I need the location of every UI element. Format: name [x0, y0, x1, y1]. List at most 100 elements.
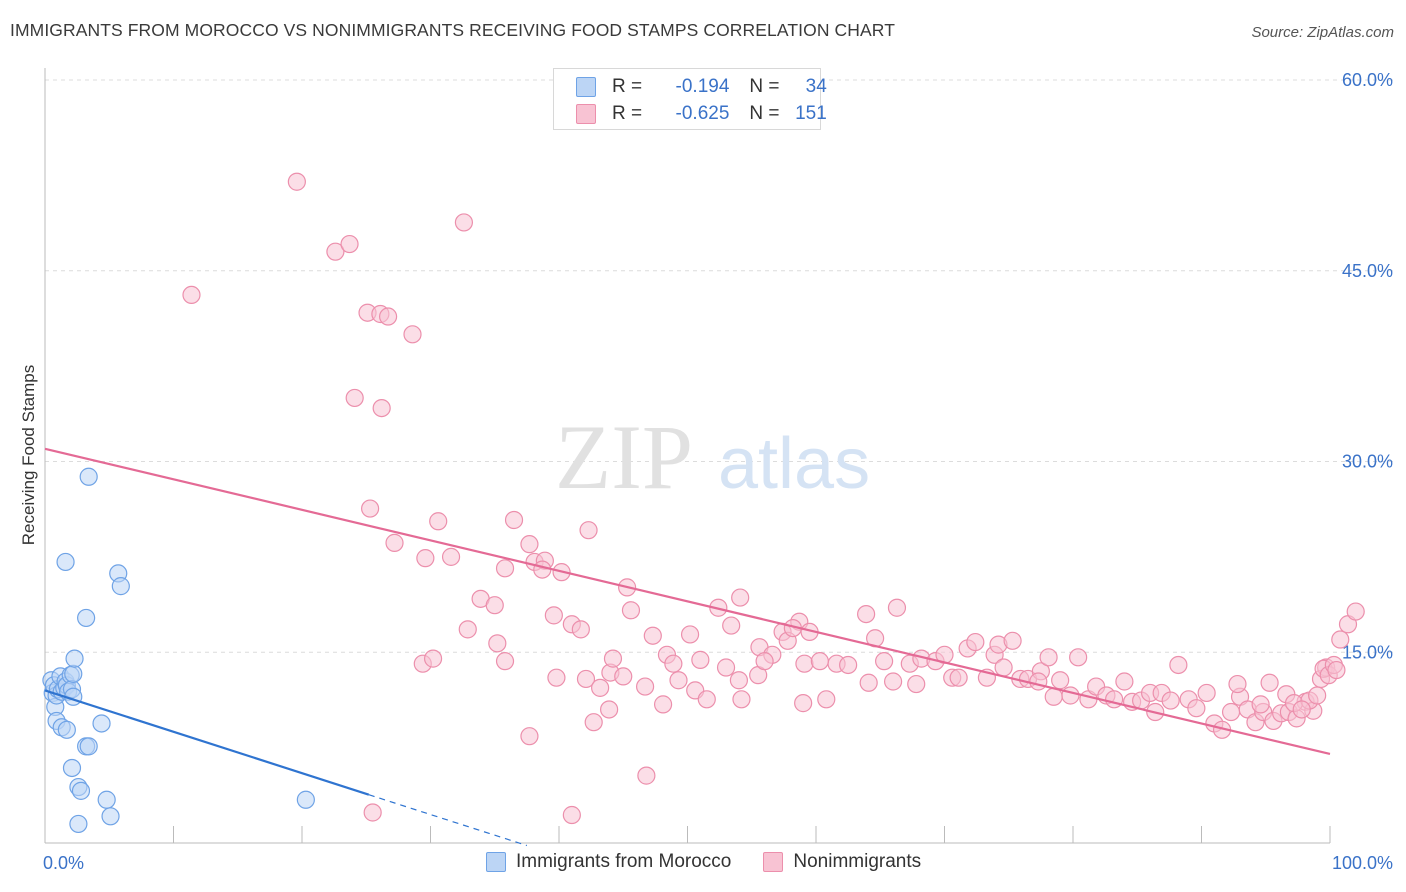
stats-row-nonimmigrants: R = -0.625 N = 151 — [576, 103, 827, 125]
point-nonimmigrants — [1051, 671, 1070, 690]
point-nonimmigrants — [1228, 674, 1247, 694]
point-nonimmigrants — [1308, 686, 1327, 705]
point-nonimmigrants — [571, 620, 590, 639]
stats-n-value: 34 — [805, 76, 827, 97]
point-immigrants-morocco — [56, 552, 75, 572]
point-nonimmigrants — [731, 588, 750, 607]
point-nonimmigrants — [533, 560, 552, 579]
point-nonimmigrants — [883, 672, 903, 691]
watermark: ZIP atlas — [555, 406, 870, 508]
point-nonimmigrants — [1029, 672, 1048, 691]
point-nonimmigrants — [340, 234, 359, 254]
point-nonimmigrants — [621, 601, 641, 620]
point-nonimmigrants — [637, 766, 656, 785]
point-nonimmigrants — [182, 285, 201, 305]
legend-item-nonimmigrants: Nonimmigrants — [763, 851, 921, 873]
y-tick-labels: 15.0% 30.0% 45.0% 60.0% — [1342, 70, 1393, 662]
point-nonimmigrants — [1292, 700, 1311, 719]
point-nonimmigrants — [1061, 686, 1080, 705]
point-nonimmigrants — [488, 634, 507, 653]
point-nonimmigrants — [591, 678, 610, 697]
point-immigrants-morocco — [101, 807, 120, 826]
point-nonimmigrants — [716, 658, 736, 677]
point-nonimmigrants — [345, 388, 364, 408]
stats-swatch-blue — [576, 77, 596, 97]
point-nonimmigrants — [839, 655, 858, 675]
point-nonimmigrants — [495, 559, 515, 578]
point-nonimmigrants — [363, 803, 382, 822]
point-nonimmigrants — [520, 535, 539, 554]
point-nonimmigrants — [562, 805, 581, 825]
chart-title: IMMIGRANTS FROM MOROCCO VS NONIMMIGRANTS… — [10, 20, 895, 40]
point-nonimmigrants — [579, 521, 598, 540]
point-nonimmigrants — [520, 727, 539, 746]
point-nonimmigrants — [1346, 602, 1365, 621]
point-nonimmigrants — [485, 596, 504, 615]
stats-r-label: R = — [612, 103, 643, 124]
point-nonimmigrants — [544, 606, 563, 625]
stats-n-label: N = — [749, 103, 780, 124]
point-nonimmigrants — [416, 549, 435, 568]
trend-line-morocco-extension — [368, 794, 528, 847]
point-nonimmigrants — [732, 690, 751, 709]
point-nonimmigrants — [385, 533, 404, 552]
source-label: Source: ZipAtlas.com — [1251, 24, 1394, 41]
point-nonimmigrants — [966, 632, 985, 652]
point-nonimmigrants — [857, 604, 876, 624]
stats-swatch-pink — [576, 104, 596, 124]
point-nonimmigrants — [458, 620, 477, 639]
axes — [44, 68, 1331, 844]
point-immigrants-morocco — [65, 649, 84, 668]
point-nonimmigrants — [697, 690, 716, 709]
point-nonimmigrants — [1169, 655, 1188, 675]
point-immigrants-morocco — [79, 467, 98, 486]
point-nonimmigrants — [949, 668, 968, 687]
point-nonimmigrants — [614, 667, 633, 686]
point-nonimmigrants — [994, 658, 1013, 677]
point-immigrants-morocco — [77, 608, 96, 628]
point-nonimmigrants — [887, 598, 907, 617]
point-nonimmigrants — [722, 616, 741, 635]
point-immigrants-morocco — [57, 720, 76, 739]
gridlines — [45, 79, 1393, 653]
point-immigrants-morocco — [97, 790, 116, 809]
point-nonimmigrants — [859, 673, 878, 692]
point-immigrants-morocco — [71, 781, 91, 800]
point-nonimmigrants — [378, 307, 398, 326]
point-nonimmigrants — [372, 398, 391, 418]
point-nonimmigrants — [600, 700, 619, 719]
point-immigrants-morocco — [111, 577, 130, 596]
point-nonimmigrants — [429, 512, 448, 531]
point-nonimmigrants — [1221, 702, 1241, 722]
point-nonimmigrants — [1069, 648, 1088, 667]
point-nonimmigrants — [584, 713, 603, 732]
legend-label-morocco: Immigrants from Morocco — [516, 851, 732, 872]
point-immigrants-morocco — [79, 737, 98, 756]
point-nonimmigrants — [441, 547, 461, 566]
point-nonimmigrants — [576, 669, 596, 689]
point-nonimmigrants — [755, 652, 774, 671]
point-nonimmigrants — [361, 499, 380, 518]
stats-r-value: -0.625 — [675, 103, 730, 124]
point-nonimmigrants — [810, 652, 829, 671]
legend-swatch-blue — [486, 852, 506, 872]
x-tick-label: 100.0% — [1332, 853, 1393, 873]
point-nonimmigrants — [635, 677, 655, 696]
stats-r-value: -0.194 — [675, 76, 730, 97]
watermark-zip: ZIP — [555, 406, 693, 508]
point-nonimmigrants — [817, 690, 836, 709]
watermark-atlas: atlas — [718, 424, 870, 504]
stats-legend: R = -0.194 N = 34 R = -0.625 N = 151 — [553, 68, 827, 130]
point-nonimmigrants — [1003, 631, 1022, 650]
point-nonimmigrants — [1187, 699, 1206, 718]
y-axis-label: Receiving Food Stamps — [19, 365, 38, 545]
point-nonimmigrants — [495, 652, 515, 671]
point-nonimmigrants — [1115, 672, 1134, 691]
point-immigrants-morocco — [92, 714, 111, 733]
bottom-legend: Immigrants from Morocco Nonimmigrants — [486, 851, 953, 873]
point-immigrants-morocco — [64, 664, 83, 683]
point-nonimmigrants — [794, 694, 813, 713]
point-nonimmigrants — [669, 671, 688, 690]
point-nonimmigrants — [691, 650, 710, 669]
